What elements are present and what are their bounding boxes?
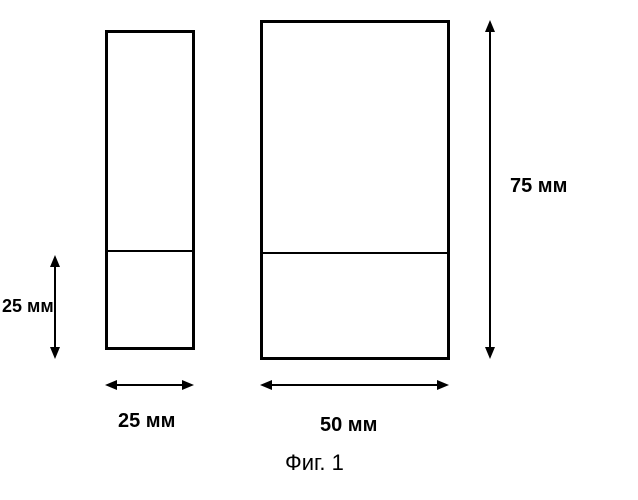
dim-label-width-50: 50 мм bbox=[320, 414, 377, 437]
dim-label-height-25: 25 мм bbox=[2, 296, 54, 317]
arrowhead-down bbox=[485, 347, 495, 359]
dim-line-width-50 bbox=[269, 384, 441, 387]
arrowhead-right bbox=[182, 380, 194, 390]
dim-line-height-25 bbox=[54, 264, 57, 351]
sample-rect-large bbox=[260, 20, 450, 360]
inner-divider-small bbox=[108, 250, 192, 252]
figure-caption: Фиг. 1 bbox=[285, 450, 344, 476]
dim-label-width-25: 25 мм bbox=[118, 410, 175, 433]
arrowhead-left bbox=[260, 380, 272, 390]
arrowhead-down bbox=[50, 347, 60, 359]
arrowhead-right bbox=[437, 380, 449, 390]
dim-label-height-75: 75 мм bbox=[510, 175, 567, 198]
arrowhead-up bbox=[485, 20, 495, 32]
arrowhead-left bbox=[105, 380, 117, 390]
arrowhead-up bbox=[50, 255, 60, 267]
figure-stage: 75 мм 25 мм 25 мм 50 мм Фиг. 1 bbox=[0, 0, 638, 500]
dim-line-height-75 bbox=[489, 29, 492, 351]
inner-divider-large bbox=[263, 252, 447, 254]
dim-line-width-25 bbox=[114, 384, 186, 387]
sample-rect-small bbox=[105, 30, 195, 350]
